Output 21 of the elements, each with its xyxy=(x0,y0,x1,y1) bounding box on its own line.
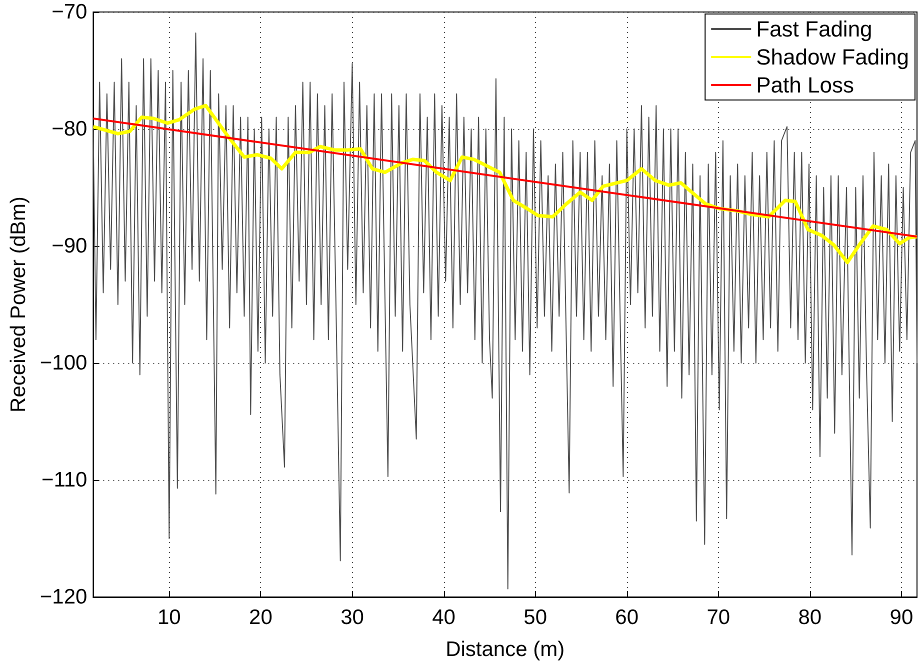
x-tick-label: 30 xyxy=(340,606,364,629)
y-tick-label: −110 xyxy=(41,468,88,492)
x-axis-title: Distance (m) xyxy=(446,638,565,661)
legend-label: Shadow Fading xyxy=(756,44,910,70)
legend-label: Fast Fading xyxy=(756,16,872,42)
x-tick-label: 90 xyxy=(890,606,914,629)
x-tick-label: 40 xyxy=(432,606,456,629)
line-series xyxy=(91,104,919,264)
y-tick-label: −90 xyxy=(52,234,88,258)
x-tick-label: 10 xyxy=(157,606,181,629)
y-tick-label: −120 xyxy=(40,586,88,608)
y-tick-label: −80 xyxy=(52,118,88,140)
x-tick-label: 60 xyxy=(615,606,639,629)
x-tick-label: 70 xyxy=(706,606,730,629)
y-tick-label: −70 xyxy=(52,0,88,24)
x-tick-label: 80 xyxy=(798,606,822,629)
x-tick-label: 20 xyxy=(249,606,272,629)
x-tick-label: 50 xyxy=(524,606,547,629)
legend-label: Path Loss xyxy=(756,72,854,98)
y-axis-title: Received Power (dBm) xyxy=(7,196,30,412)
y-tick-label: −100 xyxy=(40,352,88,374)
